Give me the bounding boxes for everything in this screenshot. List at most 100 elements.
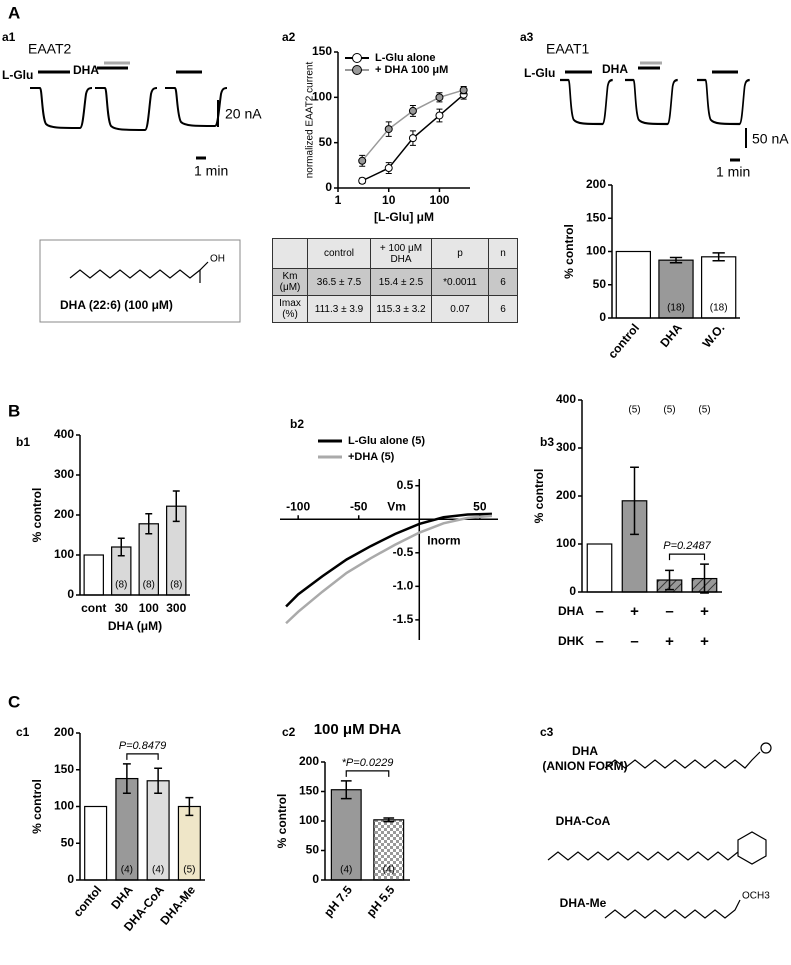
error-bar <box>154 767 163 795</box>
x-axis-label: [L-Glu] μM <box>374 210 434 224</box>
y-tick-label: 100 <box>54 547 74 561</box>
legend-marker <box>352 65 362 75</box>
chart-title: 100 μM DHA <box>314 721 402 738</box>
y-tick-label: 300 <box>54 467 74 481</box>
y-axis-label: % control <box>30 488 44 543</box>
y-axis-label: % control <box>30 779 44 834</box>
x-tick-label: 100 <box>139 601 159 615</box>
y-tick-label: 300 <box>556 440 576 454</box>
legend-label: + DHA 100 μM <box>375 64 448 76</box>
table-cell: 115.3 ± 3.2 <box>370 295 432 323</box>
y-axis-label: normalized EAAT2 current <box>305 62 316 179</box>
y-tick-label: 0 <box>67 587 74 601</box>
data-point <box>408 134 417 143</box>
y-tick-label: 200 <box>54 725 74 739</box>
panel-label: c2 <box>282 725 296 739</box>
charge-symbol <box>760 742 772 754</box>
data-point <box>408 106 417 115</box>
x-axis-label: Vm <box>387 499 406 513</box>
n-label: (4) <box>383 865 395 876</box>
y-tick-label: 400 <box>54 427 74 441</box>
panel-label: A <box>8 3 20 22</box>
n-label: (18) <box>667 303 685 314</box>
y-tick-label: 100 <box>556 536 576 550</box>
error-bar <box>117 537 125 557</box>
series-line <box>285 514 493 625</box>
error-bar <box>122 763 131 795</box>
chem-ring <box>737 831 767 865</box>
error-bar <box>630 466 639 536</box>
n-label: (8) <box>143 580 155 591</box>
y-tick-label: 200 <box>54 507 74 521</box>
structure-label: DHA (22:6) (100 μM) <box>60 298 173 312</box>
n-label: (4) <box>121 865 133 876</box>
y-tick-label: 200 <box>556 488 576 502</box>
annotation: P=0.8479 <box>119 740 166 752</box>
x-tick-label: 1 <box>335 193 342 207</box>
row-sign: + <box>665 633 674 650</box>
application-label: DHA <box>602 62 628 76</box>
y-axis-label: % control <box>275 794 289 849</box>
table-header: n <box>488 238 518 269</box>
row-sign: + <box>630 603 639 620</box>
x-tick-label: control <box>605 321 642 361</box>
y-tick-label: 50 <box>306 843 320 857</box>
annotation: *P=0.0229 <box>342 757 394 769</box>
legend-label: L-Glu alone <box>375 52 436 64</box>
x-tick-label: cont <box>81 601 106 615</box>
error-bar <box>665 569 674 591</box>
error-bar <box>340 780 352 800</box>
panel-label: b1 <box>16 435 30 449</box>
n-label: (5) <box>698 405 710 416</box>
bar <box>84 805 108 881</box>
error-bar <box>712 252 725 262</box>
table-cell: 6 <box>488 295 518 323</box>
current-traces <box>30 87 228 132</box>
n-label: (5) <box>183 865 195 876</box>
bar <box>700 256 737 319</box>
structure-label: DHA-CoA <box>556 814 611 828</box>
scale-label: 1 min <box>716 164 750 180</box>
structure-box <box>39 239 241 323</box>
current-traces <box>560 78 750 126</box>
y-tick-label: 150 <box>299 784 319 798</box>
scale-label: 50 nA <box>752 131 789 147</box>
panel-label: a3 <box>520 30 534 44</box>
panel-label: B <box>8 401 20 420</box>
y-tick-label: 100 <box>586 244 606 258</box>
structure-label: DHA <box>572 744 598 758</box>
y-tick-label: 0 <box>599 310 606 324</box>
panel-label: C <box>8 692 20 711</box>
panel-label: b2 <box>290 417 304 431</box>
error-bar <box>172 490 180 523</box>
application-bars <box>38 61 202 74</box>
table-cell: 15.4 ± 2.5 <box>370 268 432 296</box>
annotation: P=0.2487 <box>663 540 711 552</box>
y-tick-label: 0.5 <box>397 478 414 492</box>
parameter-table: control + 100 μM DHA p n Km (μM) 36.5 ± … <box>272 238 518 323</box>
x-tick-label: DHA <box>108 883 136 912</box>
table-header: control <box>307 238 371 269</box>
row-sign: – <box>630 633 638 650</box>
row-label: DHK <box>558 634 584 648</box>
structure-label: DHA-Me <box>560 896 607 910</box>
scale-label: 1 min <box>194 163 228 179</box>
panel-label: c1 <box>16 725 30 739</box>
y-tick-label: 0 <box>312 872 319 886</box>
panel-label: a1 <box>2 30 16 44</box>
x-tick-label: contol <box>70 883 104 920</box>
atom-label: OCH3 <box>742 891 770 902</box>
data-point <box>358 156 367 165</box>
y-tick-label: 200 <box>299 754 319 768</box>
data-point <box>384 164 393 173</box>
atom-label: OH <box>210 254 225 265</box>
n-label: (4) <box>340 865 352 876</box>
x-axis-label: DHA (μM) <box>108 619 162 633</box>
table-cell: 111.3 ± 3.9 <box>307 295 371 323</box>
row-sign: – <box>665 603 673 620</box>
series-line <box>285 512 492 608</box>
x-tick-label: 50 <box>473 499 487 513</box>
legend-marker <box>352 53 362 63</box>
data-point <box>358 176 367 185</box>
